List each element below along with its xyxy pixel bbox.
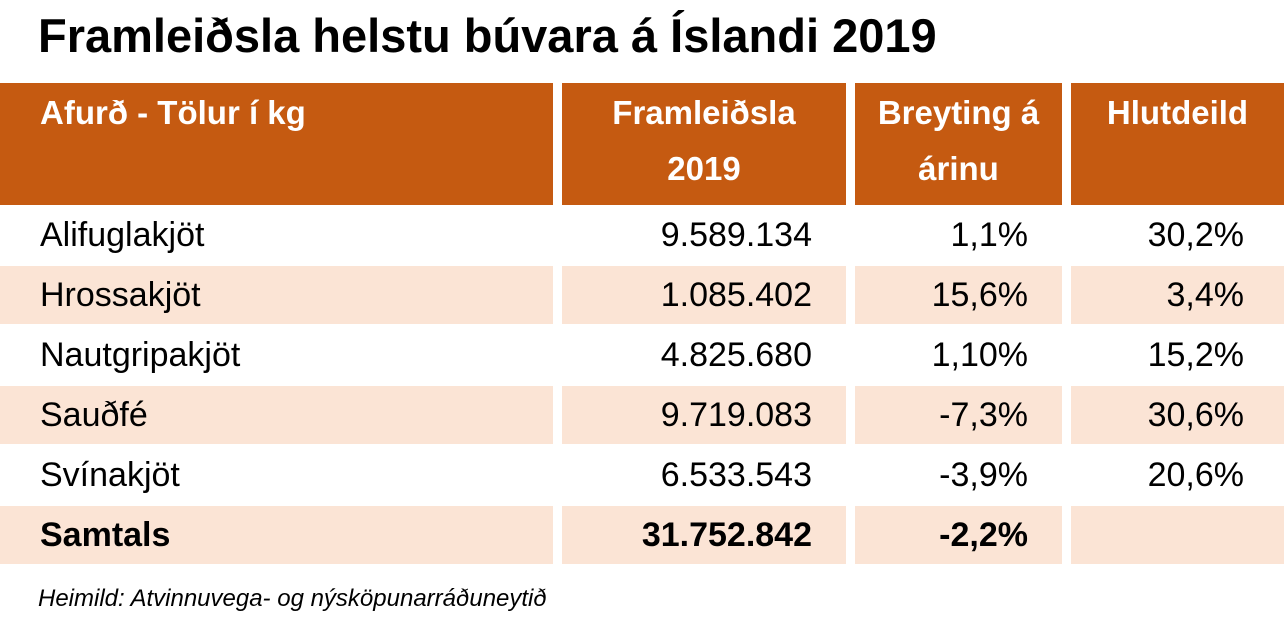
total-product-cell: Samtals	[0, 506, 553, 564]
product-cell: Hrossakjöt	[0, 266, 553, 324]
header-share: Hlutdeild	[1071, 83, 1284, 205]
change-cell: 1,10%	[931, 336, 1028, 374]
share-cell: 3,4%	[1071, 266, 1284, 324]
total-share-cell	[1071, 506, 1284, 564]
production-cell: 4.825.680	[660, 336, 812, 374]
share-cell: 30,2%	[1147, 216, 1244, 254]
product-cell: Alifuglakjöt	[40, 216, 205, 254]
production-cell: 9.589.134	[660, 216, 812, 254]
product-cell: Nautgripakjöt	[40, 336, 241, 374]
change-cell: 15,6%	[855, 266, 1062, 324]
product-cell: Sauðfé	[0, 386, 553, 444]
header-change: Breyting á árinu	[855, 83, 1062, 205]
change-cell: -7,3%	[855, 386, 1062, 444]
production-cell: 6.533.543	[660, 456, 812, 494]
share-cell: 20,6%	[1147, 456, 1244, 494]
change-cell: 1,1%	[950, 216, 1029, 254]
total-production-cell: 31.752.842	[562, 506, 846, 564]
product-cell: Svínakjöt	[40, 456, 180, 494]
page-title: Framleiðsla helstu búvara á Íslandi 2019	[38, 9, 937, 62]
production-cell: 1.085.402	[562, 266, 846, 324]
source-note: Heimild: Atvinnuvega- og nýsköpunarráðun…	[38, 585, 547, 612]
share-cell: 15,2%	[1147, 336, 1244, 374]
share-cell: 30,6%	[1071, 386, 1284, 444]
change-cell: -3,9%	[939, 456, 1028, 494]
total-change-cell: -2,2%	[855, 506, 1062, 564]
production-cell: 9.719.083	[562, 386, 846, 444]
header-production: Framleiðsla 2019	[562, 83, 846, 205]
header-product: Afurð - Tölur í kg	[0, 83, 553, 205]
